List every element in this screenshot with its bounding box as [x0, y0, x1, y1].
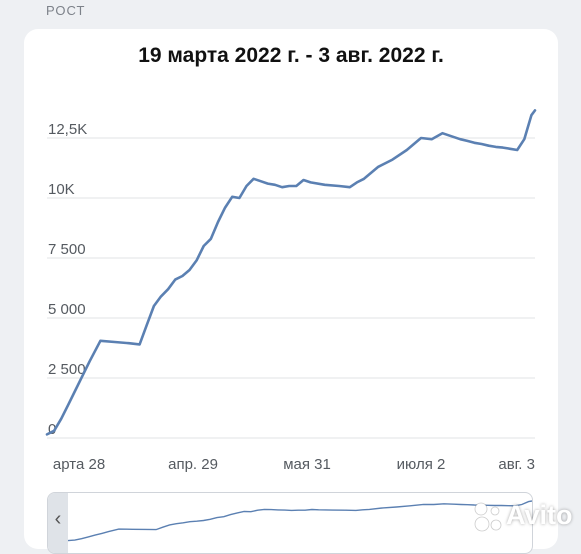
period-title: 19 марта 2022 г. - 3 авг. 2022 г.	[138, 44, 444, 67]
avito-wordmark: Avito	[506, 500, 573, 530]
range-navigator[interactable]: ‹	[47, 492, 533, 554]
x-tick-label: июля 2	[397, 456, 446, 473]
x-tick-label: арта 28	[53, 456, 105, 473]
y-tick-label: 0	[48, 421, 56, 438]
y-tick-label: 2 500	[48, 361, 86, 378]
x-tick-label: мая 31	[283, 456, 331, 473]
navigator-preview	[67, 500, 532, 542]
grid-lines	[47, 137, 535, 439]
growth-chart: 0 2 500 5 000 7 500 10K 12,5K арта 28 апр. 29 м…	[45, 109, 537, 473]
chevron-left-icon: ‹	[54, 508, 62, 530]
x-tick-label: апр. 29	[168, 456, 218, 473]
avito-dots-icon	[474, 502, 502, 532]
y-tick-label: 5 000	[48, 301, 86, 318]
avito-watermark: Avito	[468, 498, 578, 534]
series-line	[45, 109, 537, 436]
navigator-series-line	[67, 500, 532, 542]
y-tick-labels: 0 2 500 5 000 7 500 10K 12,5K	[48, 121, 87, 438]
section-label: РОСТ	[46, 3, 86, 18]
y-tick-label: 7 500	[48, 241, 86, 258]
y-tick-label: 10K	[48, 181, 75, 198]
chart-card	[24, 29, 558, 549]
navigator-left-handle[interactable]: ‹	[48, 493, 68, 553]
x-tick-label: авг. 3	[498, 456, 535, 473]
y-tick-label: 12,5K	[48, 121, 87, 138]
x-tick-labels: арта 28 апр. 29 мая 31 июля 2 авг. 3	[53, 456, 535, 473]
